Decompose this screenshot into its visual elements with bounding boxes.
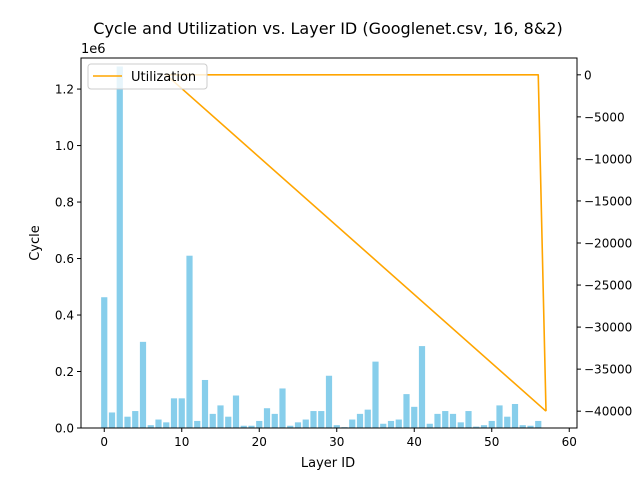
bar-layer-50	[488, 420, 495, 428]
x-tick-label: 20	[252, 435, 267, 449]
bar-layer-6	[147, 425, 154, 428]
y-tick-label: 0.0	[55, 422, 74, 436]
bar-layer-14	[209, 413, 216, 428]
bar-layer-12	[194, 420, 201, 428]
bar-layer-44	[442, 411, 449, 428]
bar-layer-17	[232, 395, 240, 428]
y-axis-left: 0.0 0.2 0.4 0.6 0.8 1.0 1.2	[55, 83, 81, 436]
x-tick-label: 50	[484, 435, 499, 449]
x-tick-label: 40	[407, 435, 422, 449]
bar-layer-18	[240, 425, 247, 428]
bar-layer-26	[302, 419, 309, 428]
bar-layer-46	[457, 422, 464, 428]
bar-layer-27	[310, 411, 317, 428]
bar-layer-8	[163, 422, 170, 428]
bar-layer-53	[511, 403, 519, 428]
bar-layer-29	[325, 375, 333, 428]
legend-label-utilization: Utilization	[131, 70, 196, 85]
bar-layer-7	[155, 419, 162, 428]
y-axis-label: Cycle	[28, 225, 43, 261]
bar-layer-49	[480, 425, 488, 428]
y-tick-label: 0.2	[55, 365, 74, 379]
bar-layer-43	[434, 413, 441, 428]
bar-series	[101, 66, 542, 428]
bar-layer-56	[535, 420, 542, 428]
bar-layer-3	[124, 416, 131, 428]
x-tick-label: 0	[100, 435, 108, 449]
bar-layer-38	[395, 419, 402, 428]
bar-layer-35	[372, 361, 379, 428]
bar-layer-45	[449, 413, 457, 428]
bar-layer-32	[349, 419, 356, 428]
x-tick-label: 30	[329, 435, 344, 449]
bar-layer-54	[519, 425, 526, 428]
bar-layer-23	[279, 388, 286, 428]
y-offset-label: 1e6	[81, 42, 106, 57]
bar-layer-37	[387, 420, 395, 428]
bar-layer-22	[271, 413, 278, 428]
bar-layer-19	[248, 425, 255, 428]
bar-layer-1	[108, 412, 116, 428]
y2-tick-label: 0	[584, 68, 592, 82]
y2-tick-label: −15000	[584, 194, 632, 208]
legend-box	[87, 63, 208, 90]
bar-layer-40	[411, 406, 418, 428]
bar-layer-4	[132, 411, 139, 428]
bar-layer-48	[473, 426, 480, 428]
y-axis-right: 0 −5000 −10000 −15000 −20000 −25000 −30000 −350…	[577, 68, 632, 419]
bar-layer-20	[256, 420, 263, 428]
bar-layer-36	[380, 423, 387, 428]
utilization-line	[165, 74, 547, 412]
bar-layer-15	[217, 405, 224, 428]
bar-layer-24	[287, 425, 294, 428]
bar-layer-33	[356, 413, 364, 428]
y-tick-label: 0.6	[55, 252, 74, 266]
bar-layer-30	[333, 425, 340, 428]
bar-layer-10	[178, 398, 185, 428]
x-axis-label: Layer ID	[301, 456, 355, 471]
bar-layer-51	[496, 405, 503, 428]
utilization-series	[165, 74, 547, 412]
y-tick-label: 0.4	[55, 309, 74, 323]
bar-layer-16	[225, 416, 232, 428]
y-tick-label: 0.8	[55, 196, 74, 210]
bar-layer-41	[418, 346, 426, 428]
y2-tick-label: −35000	[584, 363, 632, 377]
bar-layer-47	[465, 411, 472, 428]
bar-layer-39	[403, 394, 410, 428]
y2-tick-label: −25000	[584, 279, 632, 293]
bar-layer-5	[139, 341, 147, 428]
bar-layer-28	[318, 411, 325, 428]
y-tick-label: 1.0	[55, 139, 74, 153]
y2-tick-label: −30000	[584, 321, 632, 335]
y2-tick-label: −40000	[584, 405, 632, 419]
x-tick-label: 10	[174, 435, 189, 449]
bar-layer-2	[116, 66, 123, 428]
y2-tick-label: −5000	[584, 110, 625, 124]
legend: Utilization	[87, 63, 208, 90]
bar-layer-42	[426, 423, 433, 428]
x-axis: 0 10 20 30 40 50 60	[100, 428, 577, 449]
bar-layer-0	[101, 297, 108, 428]
y2-tick-label: −10000	[584, 152, 632, 166]
y-tick-label: 1.2	[55, 83, 74, 97]
y2-tick-label: −20000	[584, 237, 632, 251]
bar-layer-34	[364, 409, 371, 428]
bar-layer-11	[186, 255, 193, 428]
chart-title: Cycle and Utilization vs. Layer ID (Goog…	[93, 19, 562, 38]
x-tick-label: 60	[562, 435, 577, 449]
bar-layer-13	[201, 379, 209, 428]
bar-layer-25	[294, 422, 302, 428]
bar-layer-52	[504, 416, 511, 428]
bar-layer-9	[170, 398, 178, 428]
bar-layer-55	[527, 425, 534, 428]
bar-layer-21	[263, 408, 271, 428]
